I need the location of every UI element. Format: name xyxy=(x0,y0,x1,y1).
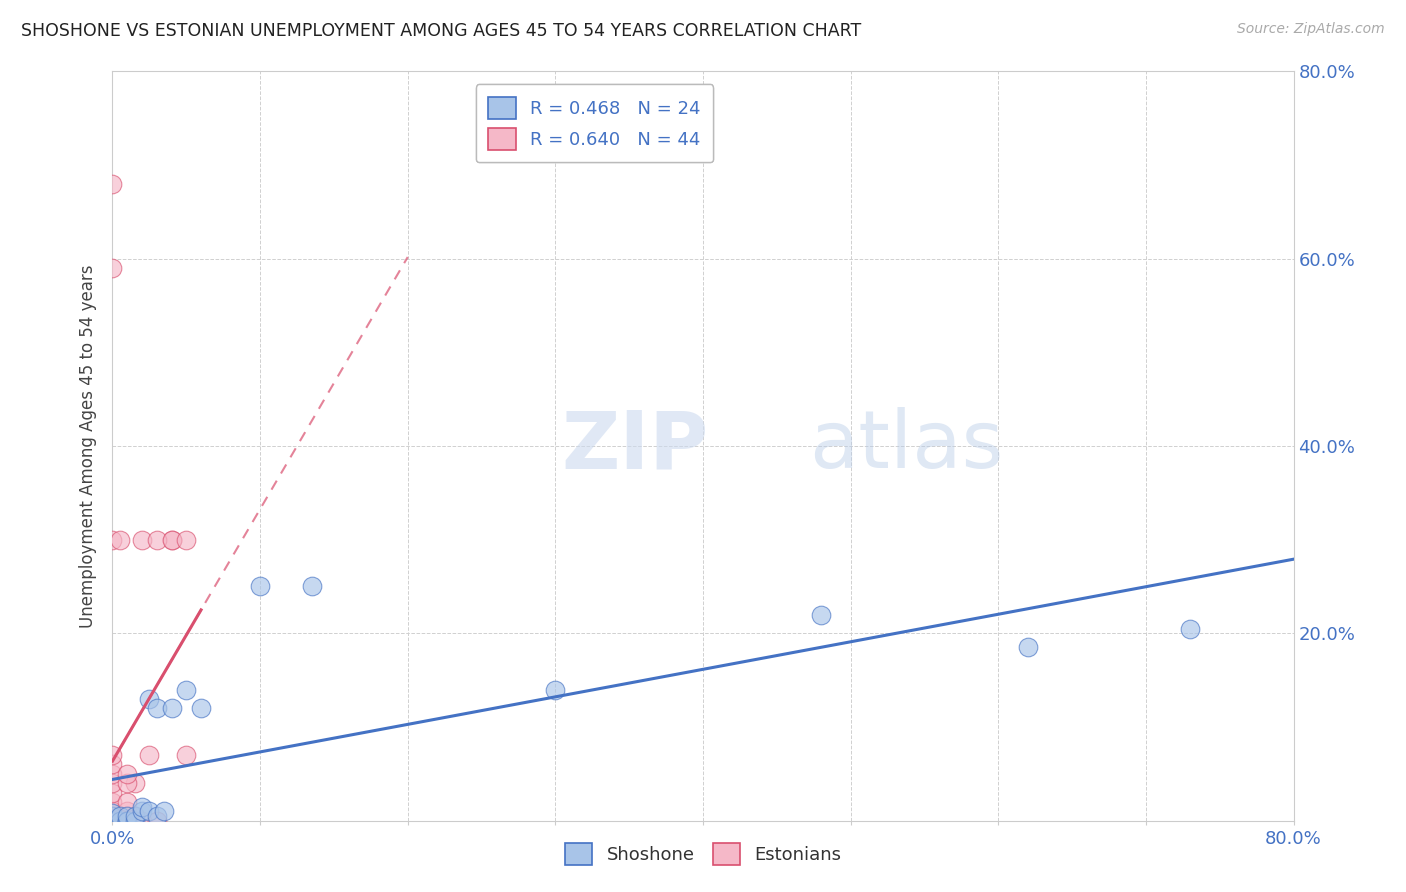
Point xyxy=(1178,622,1201,636)
Point xyxy=(101,814,124,828)
Point xyxy=(131,533,153,547)
Point xyxy=(108,814,131,828)
Point xyxy=(101,805,124,819)
Y-axis label: Unemployment Among Ages 45 to 54 years: Unemployment Among Ages 45 to 54 years xyxy=(79,264,97,628)
Point xyxy=(101,786,124,800)
Point xyxy=(544,682,567,697)
Point xyxy=(101,757,124,772)
Point xyxy=(249,580,271,594)
Point xyxy=(108,814,131,828)
Point xyxy=(174,533,197,547)
Point xyxy=(101,776,124,790)
Point xyxy=(101,814,124,828)
Point xyxy=(117,809,138,823)
Point xyxy=(138,747,160,762)
Point xyxy=(153,805,176,819)
Point xyxy=(101,747,124,762)
Point xyxy=(131,814,153,828)
Point xyxy=(117,809,138,823)
Point xyxy=(810,607,832,622)
Legend: Shoshone, Estonians: Shoshone, Estonians xyxy=(555,834,851,874)
Point xyxy=(117,814,138,828)
Point xyxy=(124,776,146,790)
Point xyxy=(124,809,146,823)
Point xyxy=(124,814,146,828)
Point xyxy=(117,814,138,828)
Point xyxy=(117,767,138,781)
Point xyxy=(174,747,197,762)
Point xyxy=(146,814,169,828)
Point xyxy=(101,806,124,821)
Point xyxy=(138,692,160,706)
Point xyxy=(174,682,197,697)
Point xyxy=(1017,640,1039,655)
Point xyxy=(117,814,138,828)
Point xyxy=(101,261,124,276)
Point xyxy=(138,805,160,819)
Legend: R = 0.468   N = 24, R = 0.640   N = 44: R = 0.468 N = 24, R = 0.640 N = 44 xyxy=(475,84,713,162)
Point xyxy=(101,814,124,828)
Point xyxy=(101,809,124,823)
Point xyxy=(101,809,124,823)
Point xyxy=(101,767,124,781)
Point xyxy=(124,814,146,828)
Point xyxy=(101,809,124,823)
Point xyxy=(146,533,169,547)
Point xyxy=(117,805,138,819)
Point xyxy=(108,809,131,823)
Point xyxy=(124,809,146,823)
Point xyxy=(131,799,153,814)
Point xyxy=(146,809,169,823)
Point xyxy=(108,814,131,828)
Point xyxy=(131,805,153,819)
Point xyxy=(108,814,131,828)
Point xyxy=(117,814,138,828)
Text: ZIP: ZIP xyxy=(561,407,709,485)
Point xyxy=(101,814,124,828)
Point xyxy=(146,701,169,715)
Point xyxy=(101,814,124,828)
Point xyxy=(160,533,183,547)
Point xyxy=(108,533,131,547)
Text: Source: ZipAtlas.com: Source: ZipAtlas.com xyxy=(1237,22,1385,37)
Point xyxy=(160,533,183,547)
Point xyxy=(301,580,323,594)
Point xyxy=(160,701,183,715)
Point xyxy=(101,814,124,828)
Point xyxy=(117,776,138,790)
Point xyxy=(101,814,124,828)
Text: SHOSHONE VS ESTONIAN UNEMPLOYMENT AMONG AGES 45 TO 54 YEARS CORRELATION CHART: SHOSHONE VS ESTONIAN UNEMPLOYMENT AMONG … xyxy=(21,22,862,40)
Point xyxy=(101,814,124,828)
Point xyxy=(101,814,124,828)
Point xyxy=(101,177,124,191)
Point xyxy=(190,701,212,715)
Point xyxy=(117,795,138,809)
Point xyxy=(101,795,124,809)
Point xyxy=(101,533,124,547)
Point xyxy=(101,805,124,819)
Text: atlas: atlas xyxy=(810,407,1004,485)
